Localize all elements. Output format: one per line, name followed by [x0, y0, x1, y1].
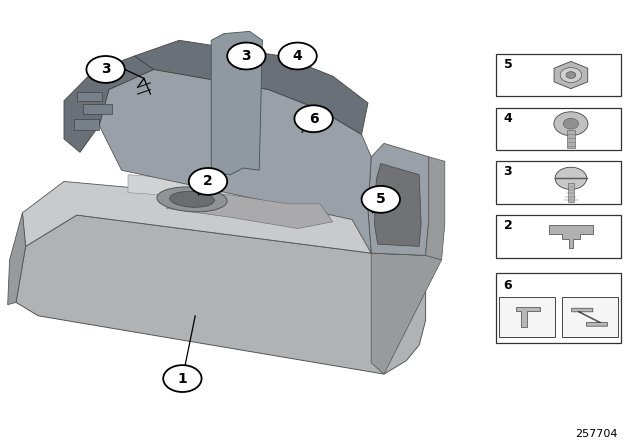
- FancyBboxPatch shape: [496, 161, 621, 204]
- Circle shape: [189, 168, 227, 195]
- FancyBboxPatch shape: [499, 297, 556, 337]
- Polygon shape: [371, 253, 442, 374]
- Polygon shape: [8, 213, 26, 305]
- Polygon shape: [549, 224, 593, 248]
- Circle shape: [227, 43, 266, 69]
- Circle shape: [294, 105, 333, 132]
- Text: 4: 4: [292, 49, 303, 63]
- Text: 6: 6: [504, 279, 512, 292]
- Circle shape: [566, 72, 576, 78]
- Circle shape: [554, 112, 588, 136]
- Text: 5: 5: [376, 192, 386, 207]
- Text: 5: 5: [504, 58, 513, 71]
- Polygon shape: [426, 157, 445, 260]
- Polygon shape: [22, 181, 429, 255]
- FancyBboxPatch shape: [568, 183, 574, 202]
- FancyBboxPatch shape: [562, 297, 618, 337]
- Polygon shape: [374, 164, 421, 246]
- Text: 3: 3: [100, 62, 111, 77]
- Circle shape: [163, 365, 202, 392]
- Polygon shape: [16, 215, 426, 374]
- Polygon shape: [64, 56, 154, 152]
- Text: 1: 1: [177, 371, 188, 386]
- Circle shape: [555, 167, 587, 190]
- Polygon shape: [166, 193, 333, 228]
- FancyBboxPatch shape: [496, 273, 621, 343]
- Polygon shape: [572, 308, 607, 326]
- FancyBboxPatch shape: [496, 54, 621, 96]
- Ellipse shape: [157, 187, 227, 212]
- FancyBboxPatch shape: [74, 119, 99, 130]
- Text: 257704: 257704: [575, 429, 618, 439]
- Text: 2: 2: [504, 219, 513, 232]
- Polygon shape: [134, 40, 368, 134]
- Polygon shape: [368, 143, 429, 255]
- Text: 2: 2: [203, 174, 213, 189]
- Text: 3: 3: [504, 165, 512, 178]
- Polygon shape: [554, 61, 588, 89]
- Polygon shape: [99, 69, 371, 253]
- FancyBboxPatch shape: [567, 130, 575, 148]
- Text: 3: 3: [241, 49, 252, 63]
- FancyBboxPatch shape: [496, 108, 621, 150]
- Circle shape: [278, 43, 317, 69]
- Text: 6: 6: [308, 112, 319, 126]
- Circle shape: [560, 68, 582, 82]
- FancyBboxPatch shape: [496, 215, 621, 258]
- FancyBboxPatch shape: [83, 104, 112, 114]
- Polygon shape: [128, 175, 362, 220]
- Polygon shape: [211, 31, 262, 175]
- FancyBboxPatch shape: [77, 92, 102, 101]
- Text: 4: 4: [504, 112, 513, 125]
- Circle shape: [563, 118, 579, 129]
- Circle shape: [86, 56, 125, 83]
- Ellipse shape: [170, 191, 214, 207]
- Circle shape: [362, 186, 400, 213]
- Polygon shape: [516, 307, 540, 327]
